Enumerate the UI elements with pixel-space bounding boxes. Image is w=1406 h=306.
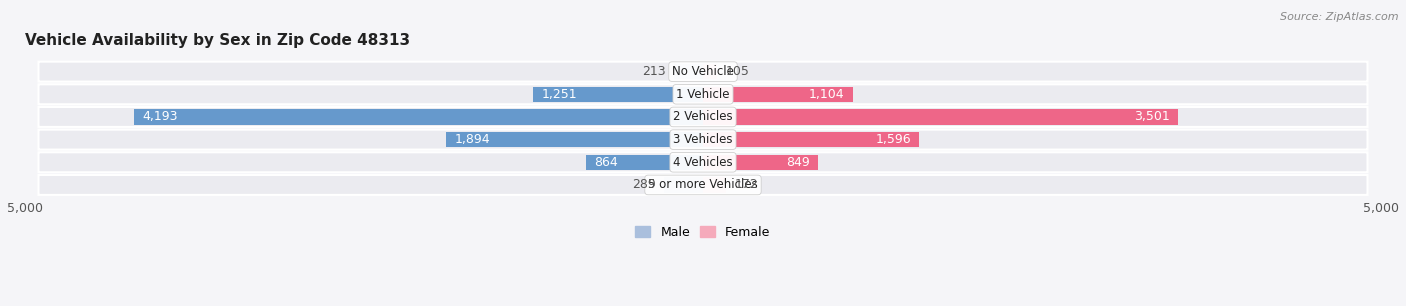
Bar	[673, 64, 703, 79]
Text: 4 Vehicles: 4 Vehicles	[673, 156, 733, 169]
Text: 1,104: 1,104	[808, 88, 845, 101]
Text: 213: 213	[643, 65, 666, 78]
Bar	[446, 132, 703, 147]
Text: 3 Vehicles: 3 Vehicles	[673, 133, 733, 146]
FancyBboxPatch shape	[38, 62, 1368, 82]
Bar	[533, 87, 703, 102]
Text: 289: 289	[631, 178, 655, 192]
Bar	[586, 155, 703, 170]
Bar	[664, 177, 703, 193]
Text: 3,501: 3,501	[1133, 110, 1170, 123]
Bar	[703, 64, 717, 79]
FancyBboxPatch shape	[38, 152, 1368, 172]
Text: 4,193: 4,193	[142, 110, 179, 123]
Text: 1 Vehicle: 1 Vehicle	[676, 88, 730, 101]
Text: 1,251: 1,251	[541, 88, 576, 101]
Text: Source: ZipAtlas.com: Source: ZipAtlas.com	[1281, 12, 1399, 22]
Text: 1,894: 1,894	[454, 133, 489, 146]
FancyBboxPatch shape	[38, 130, 1368, 150]
Text: 172: 172	[734, 178, 758, 192]
Text: 5 or more Vehicles: 5 or more Vehicles	[648, 178, 758, 192]
Text: Vehicle Availability by Sex in Zip Code 48313: Vehicle Availability by Sex in Zip Code …	[25, 33, 411, 48]
Bar	[703, 155, 818, 170]
FancyBboxPatch shape	[38, 84, 1368, 104]
Text: 105: 105	[725, 65, 749, 78]
Text: 2 Vehicles: 2 Vehicles	[673, 110, 733, 123]
FancyBboxPatch shape	[38, 107, 1368, 127]
Bar	[703, 132, 920, 147]
Bar	[135, 109, 703, 125]
Text: No Vehicle: No Vehicle	[672, 65, 734, 78]
Text: 864: 864	[593, 156, 617, 169]
Bar	[703, 87, 852, 102]
Legend: Male, Female: Male, Female	[630, 221, 776, 244]
Text: 849: 849	[786, 156, 810, 169]
Bar	[703, 109, 1178, 125]
Bar	[703, 177, 727, 193]
FancyBboxPatch shape	[38, 175, 1368, 195]
Text: 1,596: 1,596	[876, 133, 911, 146]
